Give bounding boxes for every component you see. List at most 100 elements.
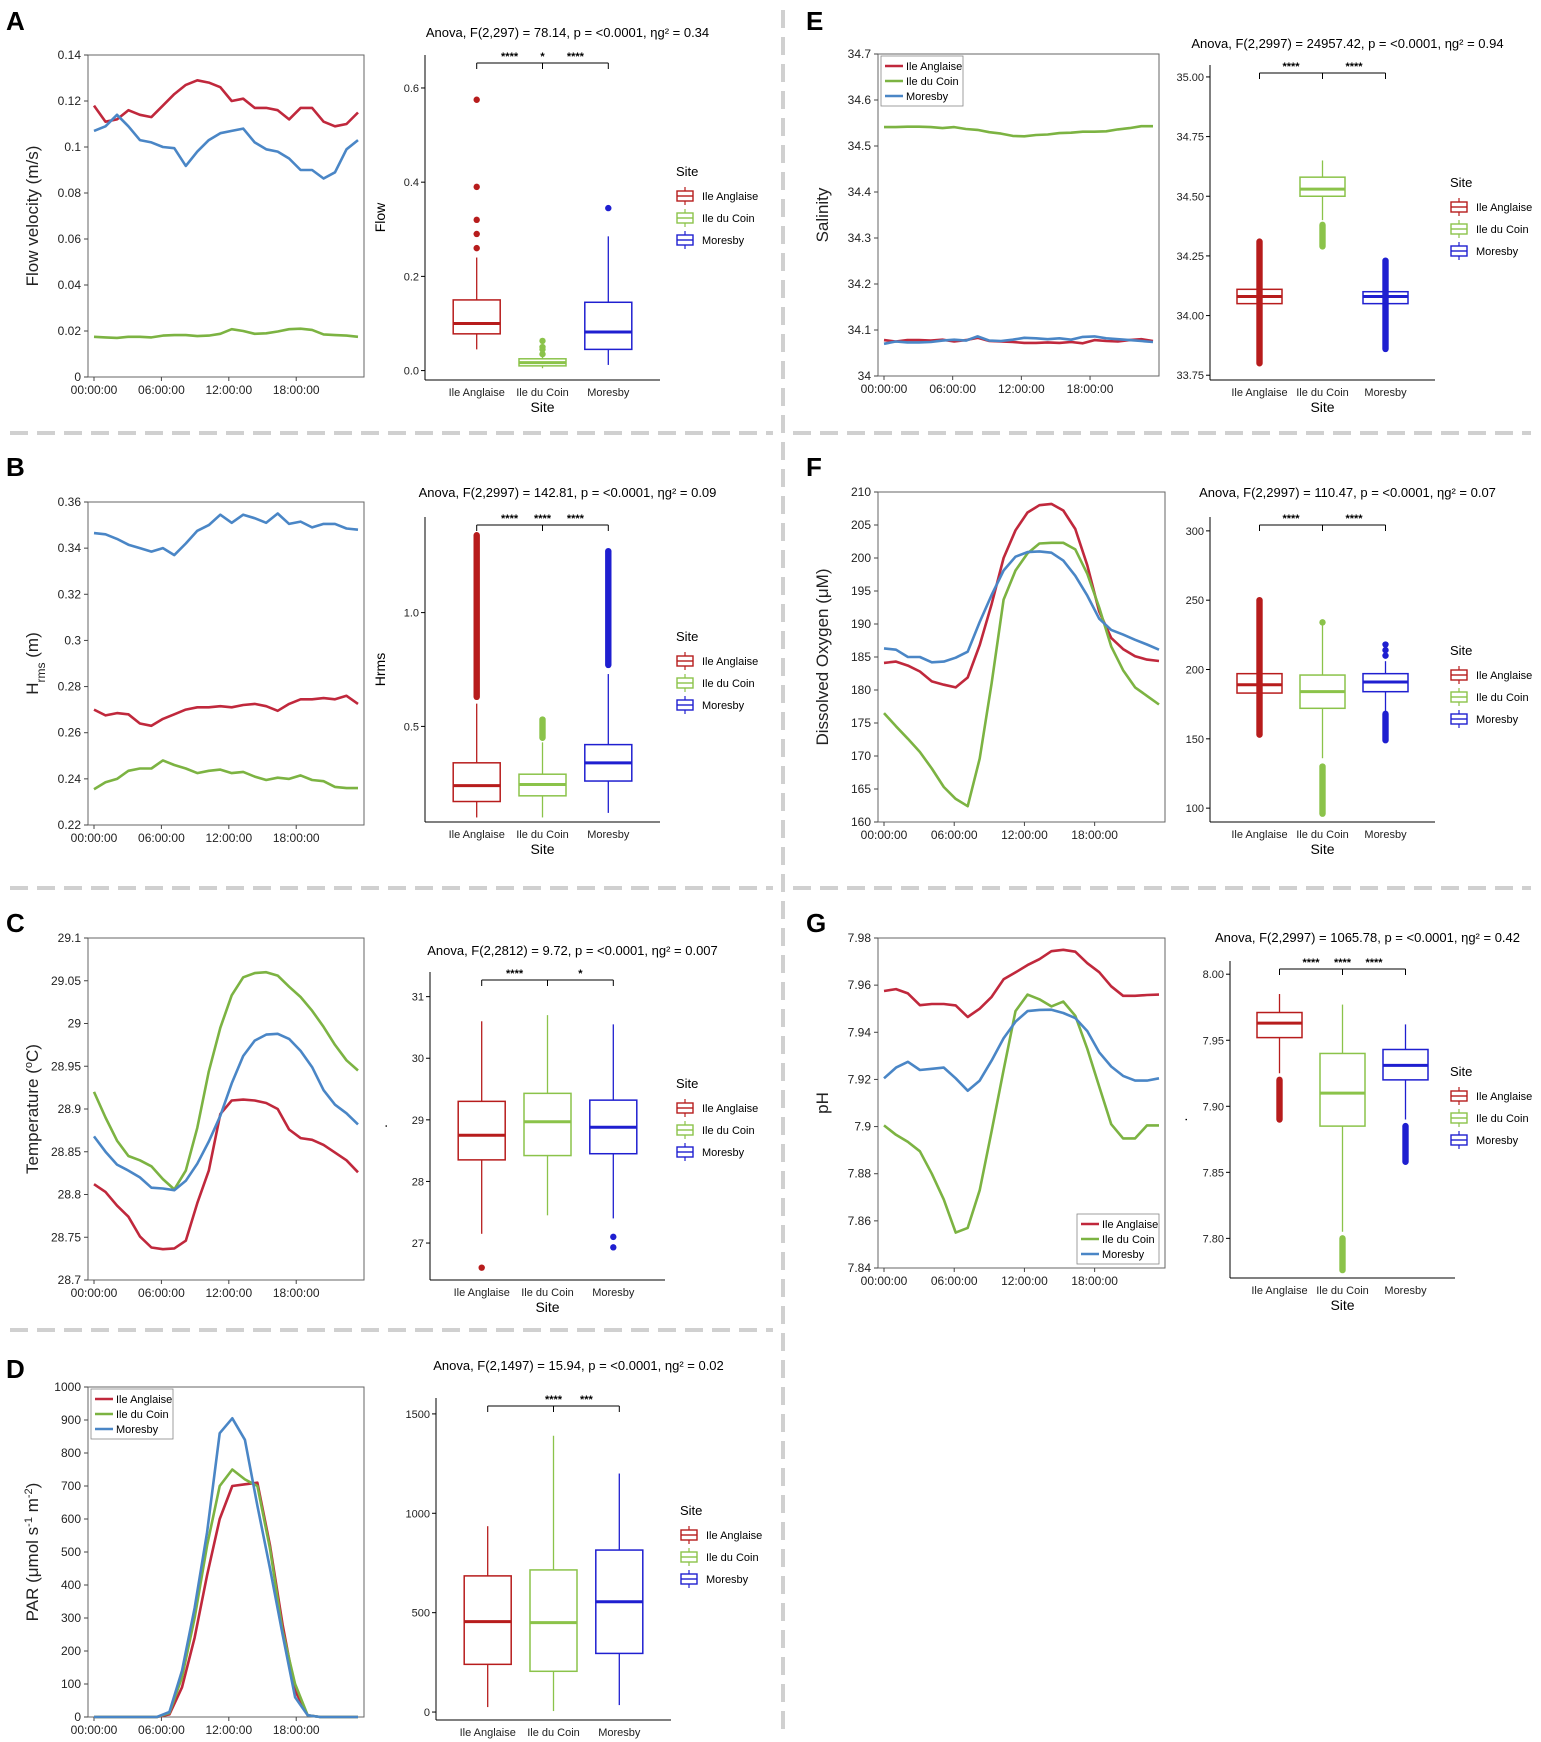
- line-legend: Ile Anglaise Ile du Coin Moresby: [90, 1388, 174, 1440]
- y-tick-label: 200: [1186, 665, 1204, 677]
- x-tick-label: Ile du Coin: [527, 1727, 580, 1739]
- y-tick-label: 34.1: [848, 323, 872, 337]
- y-tick-label: 28.75: [51, 1230, 81, 1244]
- x-tick-label: 06:00:00: [931, 828, 978, 842]
- sig-stars: ****: [567, 513, 585, 525]
- y-tick-label: 210: [851, 485, 871, 499]
- legend-label: Ile Anglaise: [906, 61, 962, 73]
- x-tick-label: 00:00:00: [861, 828, 908, 842]
- sig-stars: *: [578, 968, 583, 980]
- x-axis-label: Site: [530, 399, 554, 415]
- legend-label: Ile du Coin: [702, 1125, 755, 1137]
- x-tick-label: Ile du Coin: [1316, 1285, 1369, 1297]
- x-tick-label: 12:00:00: [1001, 828, 1048, 842]
- box-body: [584, 301, 633, 351]
- y-tick-label: 0.4: [404, 177, 419, 189]
- series-line-ile-du-coin: [884, 124, 1153, 138]
- y-tick-label: 800: [61, 1446, 81, 1460]
- box-moresby: [1362, 257, 1409, 353]
- legend-title: Site: [676, 629, 698, 644]
- panel-letter-A: A: [6, 6, 25, 36]
- legend-label: Ile Anglaise: [1476, 202, 1532, 214]
- x-axis-label: Site: [541, 1739, 565, 1742]
- y-tick-label: 0.28: [58, 680, 82, 694]
- y-tick-label: 100: [61, 1677, 81, 1691]
- legend-label: Moresby: [1476, 1135, 1519, 1147]
- y-axis-label: Hrms: [372, 653, 388, 686]
- legend-label: Ile du Coin: [1476, 224, 1529, 236]
- y-tick-label: 7.85: [1203, 1167, 1224, 1179]
- legend-label: Ile du Coin: [702, 678, 755, 690]
- sig-stars: *: [540, 51, 545, 63]
- y-tick-label: 0: [74, 370, 81, 384]
- y-axis-label: Hrms (m): [23, 632, 48, 695]
- x-tick-label: Moresby: [592, 1287, 635, 1299]
- x-tick-label: 12:00:00: [205, 383, 252, 397]
- box-moresby: [1362, 641, 1409, 744]
- outlier-point: [605, 204, 612, 212]
- line-legend: Ile Anglaise Ile du Coin Moresby: [1076, 1213, 1160, 1265]
- legend-label: Ile Anglaise: [1476, 670, 1532, 682]
- y-tick-label: 7.98: [848, 931, 872, 945]
- y-tick-label: 900: [61, 1413, 81, 1427]
- x-tick-label: Ile du Coin: [1296, 387, 1349, 399]
- legend-frame: [90, 1388, 174, 1440]
- legend-title: Site: [1450, 643, 1472, 658]
- x-tick-label: Ile du Coin: [516, 387, 569, 399]
- y-axis-label: Flow velocity (m/s): [23, 146, 42, 287]
- legend-label: Ile Anglaise: [706, 1530, 762, 1542]
- y-tick-label: 400: [61, 1578, 81, 1592]
- x-axis-label: Site: [535, 1299, 559, 1315]
- y-tick-label: 7.92: [848, 1072, 872, 1086]
- box-body: [457, 1100, 506, 1161]
- outlier-cluster: [1319, 221, 1326, 250]
- x-tick-label: 00:00:00: [71, 383, 118, 397]
- y-tick-label: 8.00: [1203, 969, 1224, 981]
- legend-label: Moresby: [702, 700, 745, 712]
- series-line-moresby: [883, 335, 1154, 346]
- anova-title: Anova, F(2,2997) = 142.81, p = <0.0001, …: [419, 485, 717, 500]
- x-tick-label: Ile Anglaise: [1231, 829, 1287, 841]
- y-tick-label: 200: [851, 551, 871, 565]
- outlier-point: [539, 337, 546, 345]
- sig-stars: ****: [567, 51, 585, 63]
- y-tick-label: 34.5: [848, 139, 872, 153]
- y-tick-label: 600: [61, 1512, 81, 1526]
- y-tick-label: 7.96: [848, 978, 872, 992]
- x-axis-label: Site: [1310, 399, 1334, 415]
- y-tick-label: 35.00: [1176, 72, 1204, 84]
- y-axis-label: PAR (μmol s-1 m-2): [23, 1483, 42, 1622]
- legend-title: Site: [1450, 175, 1472, 190]
- y-tick-label: 0.12: [58, 94, 82, 108]
- legend-title: Site: [1450, 1064, 1472, 1079]
- y-tick-label: 300: [61, 1611, 81, 1625]
- y-tick-label: 250: [1186, 595, 1204, 607]
- box-ile-du-coin: [1299, 160, 1346, 250]
- legend-label: Moresby: [1102, 1249, 1145, 1261]
- series-line-moresby: [94, 1417, 358, 1719]
- x-tick-label: 12:00:00: [205, 1723, 252, 1737]
- legend-label: Ile Anglaise: [116, 1394, 172, 1406]
- box-ile-anglaise: [452, 96, 501, 350]
- outlier-point: [610, 1233, 617, 1241]
- x-tick-label: Moresby: [1364, 829, 1407, 841]
- y-tick-label: 1000: [54, 1380, 81, 1394]
- series-line-ile-anglaise: [93, 694, 359, 728]
- sig-stars: ****: [501, 513, 519, 525]
- x-tick-label: 18:00:00: [1067, 382, 1114, 396]
- y-tick-label: 1000: [406, 1508, 430, 1520]
- y-tick-label: 175: [851, 716, 871, 730]
- outlier-cluster: [1382, 257, 1389, 353]
- y-axis-label: ·: [377, 1124, 393, 1129]
- x-tick-label: 00:00:00: [71, 1723, 118, 1737]
- x-tick-label: Ile Anglaise: [449, 387, 505, 399]
- y-tick-label: 0.32: [58, 587, 82, 601]
- sig-stars: ****: [545, 1394, 563, 1406]
- y-tick-label: 0.34: [58, 541, 82, 555]
- anova-title: Anova, F(2,2997) = 110.47, p = <0.0001, …: [1199, 485, 1496, 500]
- x-tick-label: 06:00:00: [138, 383, 185, 397]
- box-ile-du-coin: [1299, 619, 1346, 817]
- y-tick-label: 31: [412, 992, 424, 1004]
- y-tick-label: 28.85: [51, 1145, 81, 1159]
- outlier-cluster: [605, 547, 612, 669]
